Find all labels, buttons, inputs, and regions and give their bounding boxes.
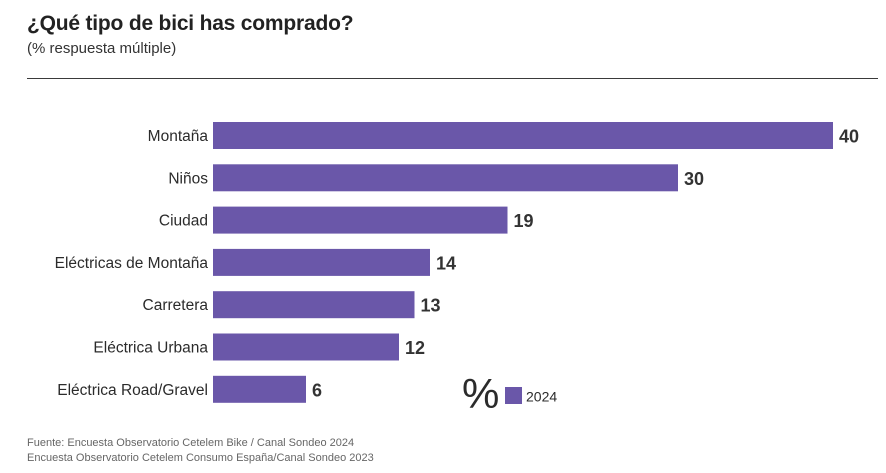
bar-0 [213, 122, 833, 149]
bar-5 [213, 333, 399, 361]
legend-swatch [505, 387, 522, 404]
bar-3 [213, 248, 430, 276]
value-label-6: 6 [312, 380, 322, 400]
value-label-5: 12 [405, 338, 425, 358]
legend-label: 2024 [526, 389, 557, 405]
source-note-line-2: Encuesta Observatorio Cetelem Consumo Es… [27, 452, 374, 464]
category-label-6: Eléctrica Road/Gravel [57, 382, 208, 399]
bar-6 [213, 375, 306, 403]
source-note-line-1: Fuente: Encuesta Observatorio Cetelem Bi… [27, 437, 355, 449]
value-label-2: 19 [514, 211, 534, 231]
bar-4 [213, 291, 415, 319]
chart-title: ¿Qué tipo de bici has comprado? [27, 12, 354, 35]
category-label-0: Montaña [148, 128, 209, 145]
value-label-1: 30 [684, 169, 704, 189]
value-label-3: 14 [436, 253, 456, 273]
value-label-0: 40 [839, 127, 859, 147]
value-label-4: 13 [421, 296, 441, 316]
category-label-5: Eléctrica Urbana [93, 340, 208, 357]
legend-percent-symbol: % [462, 370, 499, 417]
title-divider [27, 78, 878, 79]
category-label-4: Carretera [143, 297, 209, 314]
category-label-1: Niños [168, 170, 208, 187]
category-label-3: Eléctricas de Montaña [55, 255, 209, 272]
bar-2 [213, 206, 508, 234]
bar-1 [213, 164, 678, 192]
chart-subtitle: (% respuesta múltiple) [27, 40, 177, 57]
category-label-2: Ciudad [159, 213, 208, 230]
